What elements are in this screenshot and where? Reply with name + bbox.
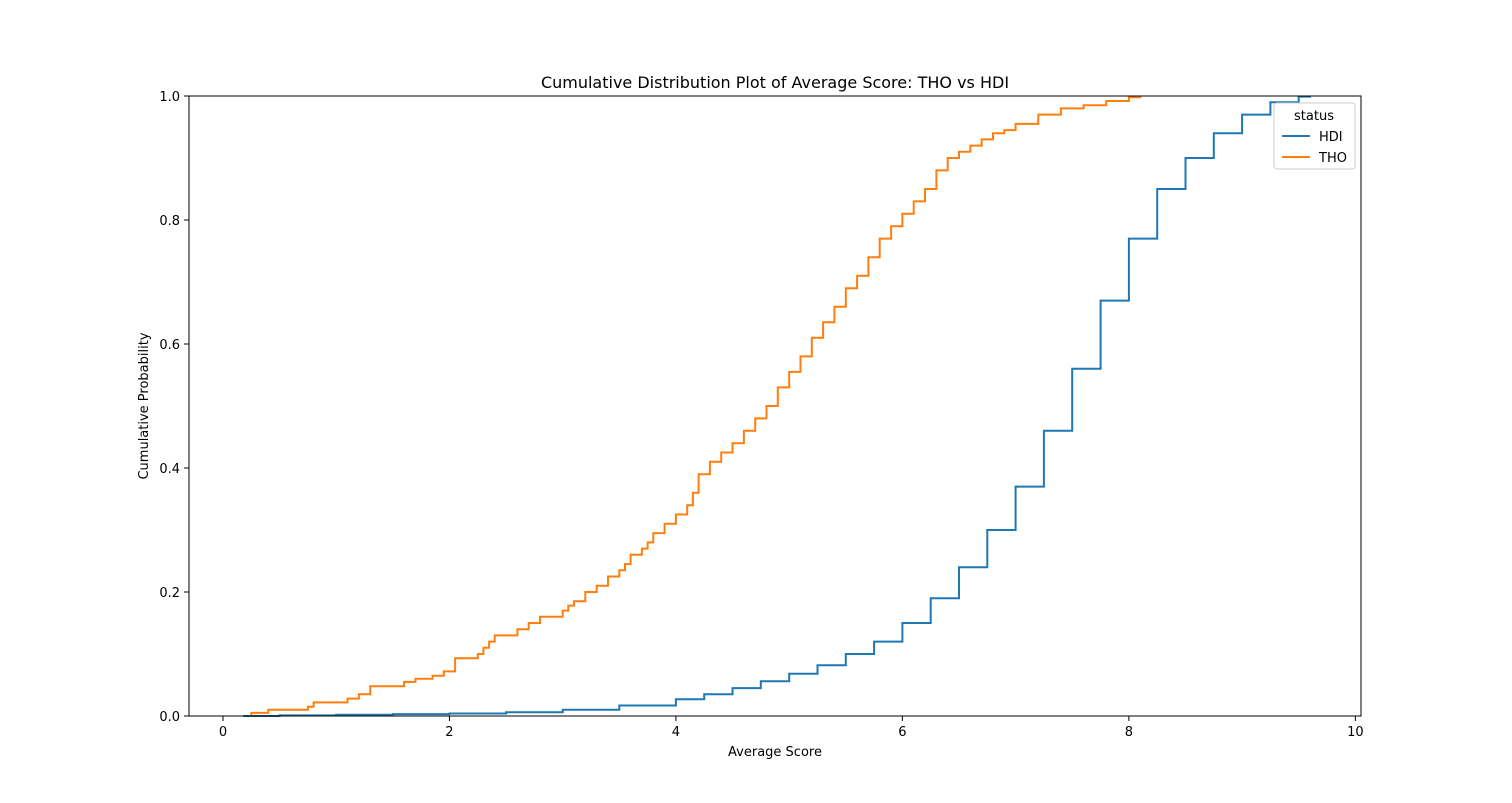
x-tick-label: 10	[1347, 725, 1364, 740]
legend-label-hdi: HDI	[1319, 130, 1343, 145]
legend-box	[1273, 102, 1356, 170]
x-tick-label: 0	[219, 725, 227, 740]
legend-label-tho: THO	[1318, 151, 1347, 166]
y-axis-label: Cumulative Probability	[137, 332, 152, 479]
y-tick-label: 1.0	[159, 90, 180, 105]
ticks-layer: 0 2 4 6 8 10 0.0 0.2 0.4 0.6 0.8 1.0	[159, 90, 1363, 740]
y-tick-label: 0.2	[159, 586, 180, 601]
x-tick-label: 6	[898, 725, 906, 740]
x-axis-label: Average Score	[728, 745, 822, 760]
y-tick-label: 0.0	[159, 710, 180, 725]
y-tick-label: 0.6	[159, 338, 180, 353]
legend: status HDI THO	[1273, 102, 1356, 170]
chart-title: Cumulative Distribution Plot of Average …	[541, 73, 1009, 92]
x-tick-label: 4	[672, 725, 680, 740]
plot-frame	[188, 95, 1362, 717]
y-tick-label: 0.4	[159, 462, 180, 477]
legend-title: status	[1294, 109, 1334, 124]
x-tick-label: 2	[445, 725, 453, 740]
series-layer	[243, 95, 1311, 717]
series-line-hdi	[243, 95, 1311, 717]
x-tick-label: 8	[1125, 725, 1133, 740]
y-tick-label: 0.8	[159, 214, 180, 229]
series-line-tho	[250, 96, 1142, 716]
legend-entries: HDI THO	[1282, 130, 1347, 166]
